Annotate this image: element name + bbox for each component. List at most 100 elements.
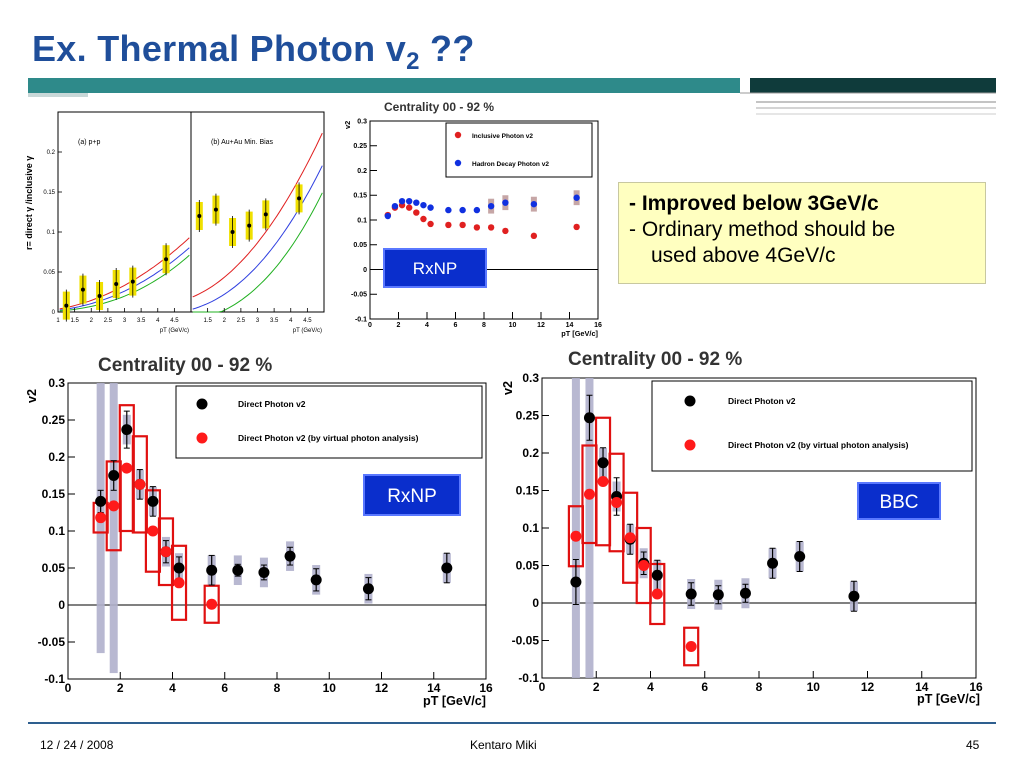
hadron-decay-point	[391, 202, 399, 210]
legend-marker	[196, 398, 208, 410]
direct-photon-point	[685, 588, 697, 600]
virtual-photon-point	[160, 546, 172, 558]
teal-header-bar	[28, 78, 740, 93]
data-point	[114, 282, 119, 286]
legend-marker	[454, 159, 462, 167]
hadron-decay-point	[427, 204, 434, 211]
x-tick-label: 3.5	[270, 318, 279, 324]
hadron-decay-point	[398, 197, 406, 205]
hadron-decay-point	[502, 199, 509, 206]
chart-title: Centrality 00 - 92 %	[568, 349, 742, 370]
y-tick-label: 0.05	[43, 270, 55, 276]
virtual-sys-box	[170, 544, 188, 621]
virtual-photon-point	[134, 478, 146, 490]
legend-entry: Hadron Decay Photon v2	[472, 161, 549, 168]
x-tick-label: 3.5	[137, 318, 146, 324]
direct-photon-point	[767, 557, 779, 569]
direct-photon-point	[362, 583, 374, 595]
direct-photon-point	[232, 564, 244, 576]
x-tick-label: 0	[65, 681, 72, 695]
x-tick-label: 2	[593, 680, 600, 694]
y-tick-label: -0.1	[355, 316, 367, 323]
direct-photon-point	[597, 457, 609, 469]
direct-photon-point	[583, 412, 595, 424]
legend-entry: Direct Photon v2	[238, 399, 306, 409]
y-axis-label: v2	[501, 381, 515, 395]
data-point	[247, 223, 252, 228]
x-tick-label: 0	[368, 322, 372, 329]
x-axis-label: pT (GeV/c)	[293, 328, 322, 334]
hadron-decay-point	[487, 202, 495, 210]
bbc-direct-photon-figure: Centrality 00 - 92 % -0.1 -0.05 0 0.05 0.1 0.1…	[496, 343, 996, 720]
y-tick-label: -0.1	[518, 671, 539, 685]
y-tick-label: 0.25	[353, 143, 367, 150]
virtual-photon-point	[121, 462, 133, 474]
hadron-decay-point	[413, 199, 420, 206]
virtual-photon-point	[570, 530, 582, 542]
virtual-sys-box	[683, 626, 700, 667]
x-tick-label: 14	[915, 680, 929, 694]
x-tick-label: 12	[375, 681, 389, 695]
data-point	[64, 303, 69, 308]
x-tick-label: 2	[90, 318, 94, 324]
x-tick-label: 4	[425, 322, 429, 329]
inclusive-photon-point	[427, 220, 434, 228]
hadron-decay-point	[420, 201, 427, 209]
y-tick-label: 0.1	[522, 521, 539, 535]
detector-label: RxNP	[387, 486, 437, 507]
data-point	[297, 196, 302, 201]
x-axis-label: pT [GeV/c]	[423, 694, 486, 708]
hadron-decay-point	[530, 200, 538, 208]
virtual-photon-point	[597, 476, 609, 487]
y-tick-label: 0.25	[42, 413, 66, 427]
inclusive-photon-point	[473, 224, 481, 231]
x-axis-label: pT [GeV/c]	[917, 692, 980, 706]
y-tick-label: 0	[363, 267, 367, 274]
x-tick-label: 8	[756, 680, 763, 694]
y-tick-label: 0.15	[353, 193, 367, 200]
direct-photon-point	[284, 550, 296, 562]
x-tick-label: 14	[427, 681, 441, 695]
x-tick-label: 16	[479, 681, 493, 695]
x-tick-label: 10	[323, 681, 337, 695]
y-tick-label: 0.15	[516, 484, 540, 498]
x-tick-label: 12	[861, 680, 875, 694]
chart-title: Centrality 00 - 92 %	[98, 355, 272, 376]
x-tick-label: 10	[807, 680, 821, 694]
y-tick-label: 0.25	[516, 409, 540, 423]
inclusive-photon-point	[445, 221, 452, 229]
hadron-decay-point	[459, 206, 466, 214]
x-tick-label: 1.5	[203, 318, 212, 324]
footer-author: Kentaro Miki	[470, 738, 537, 752]
data-point	[97, 294, 102, 298]
virtual-photon-point	[611, 497, 623, 508]
header-bars	[28, 78, 996, 115]
y-tick-label: 0.15	[42, 487, 66, 501]
x-tick-label: 2	[117, 681, 124, 695]
direct-photon-point	[95, 495, 107, 507]
note-box: - Improved below 3GeV/c - Ordinary metho…	[618, 182, 986, 284]
legend-marker	[196, 432, 208, 444]
direct-photon-point	[739, 587, 751, 599]
x-tick-label: 4	[289, 318, 293, 324]
hadron-decay-point	[473, 206, 481, 214]
dark-header-bar	[750, 78, 996, 93]
legend-marker	[684, 439, 696, 451]
detector-label: RxNP	[413, 259, 457, 278]
inclusive-photon-point	[459, 221, 466, 229]
y-tick-label: 0.3	[48, 376, 65, 390]
detector-label-box	[383, 248, 487, 288]
x-tick-label: 3	[123, 318, 127, 324]
x-tick-label: 6	[701, 680, 708, 694]
inclusive-photon-point	[405, 204, 413, 211]
legend-entry: Direct Photon v2 (by virtual photon anal…	[238, 433, 419, 443]
inclusive-photon-point	[573, 223, 580, 231]
y-tick-label: 0.05	[353, 242, 367, 249]
note-line-3: used above 4GeV/c	[651, 244, 836, 267]
legend-box	[445, 122, 593, 178]
y-tick-label: -0.05	[351, 292, 367, 299]
y-tick-label: 0.05	[42, 561, 66, 575]
virtual-photon-point	[651, 588, 663, 600]
x-tick-label: 3	[256, 318, 260, 324]
virtual-photon-point	[173, 577, 185, 589]
